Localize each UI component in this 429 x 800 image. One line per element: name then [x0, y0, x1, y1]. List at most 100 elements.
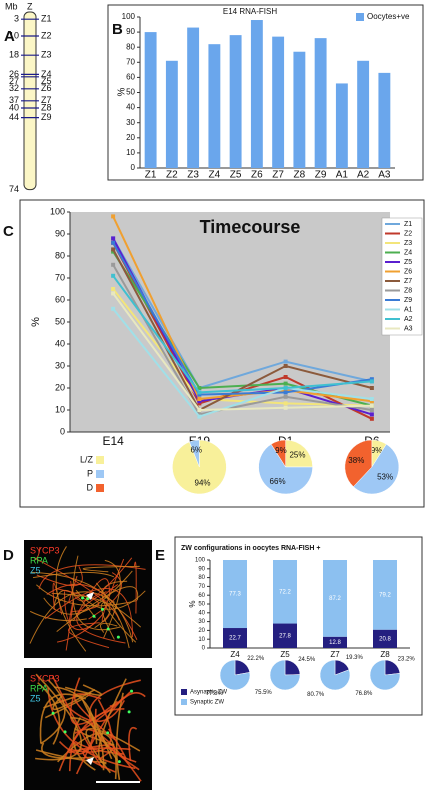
x-tick-label: Z1: [145, 170, 157, 181]
channel-label: RPA: [30, 683, 48, 693]
point-marker: [369, 397, 374, 401]
point-marker: [111, 306, 116, 311]
y-tick-label: 10: [126, 148, 135, 157]
data-label: 76.8%: [355, 691, 373, 697]
line: [112, 288, 372, 407]
legend-label: Z1: [404, 221, 412, 228]
data-label: 19.3%: [346, 655, 364, 661]
chart-title: Timecourse: [200, 217, 301, 237]
panel-letter: E: [155, 547, 165, 564]
y-tick-label: 70: [198, 584, 205, 590]
y-tick-label: 10: [55, 404, 65, 414]
pie-slice: [270, 439, 286, 468]
bar: [229, 35, 242, 169]
focus: [101, 607, 105, 611]
point-marker: [197, 386, 202, 390]
bar-segment: [373, 629, 397, 648]
data-label: 24.5%: [298, 657, 316, 663]
y-tick-label: 50: [55, 316, 65, 326]
pie-slice: [344, 439, 373, 488]
legend-label: Z9: [404, 297, 412, 304]
y-tick-label: 70: [126, 57, 135, 66]
x-tick-label: Z8: [294, 170, 306, 181]
y-tick-label: 90: [55, 228, 65, 238]
bar: [208, 44, 221, 168]
point-marker: [197, 412, 202, 417]
data-label: 12.8: [329, 640, 341, 646]
filament: [40, 679, 66, 745]
legend-swatch: [181, 699, 187, 705]
x-tick-label: Z7: [330, 650, 340, 659]
pie-slice: [285, 439, 313, 468]
x-tick-label: Z5: [280, 650, 290, 659]
y-tick-label: 40: [55, 338, 65, 348]
focus: [106, 731, 110, 735]
locus-label: Z6: [41, 83, 52, 93]
pie-slice: [319, 659, 351, 691]
y-axis-label: %: [117, 87, 128, 96]
data-label: 79.2: [379, 592, 391, 598]
filament: [51, 592, 111, 629]
point-marker: [369, 416, 374, 421]
filament: [68, 622, 110, 649]
y-tick-label: 90: [198, 566, 205, 572]
channel-label: SYCP3: [30, 673, 60, 683]
point-marker: [369, 408, 374, 412]
filament: [76, 591, 126, 644]
data-label: 27.8: [279, 633, 291, 639]
data-label: 87.2: [329, 596, 341, 602]
data-label: 25%: [289, 450, 305, 459]
chart-title: E14 RNA-FISH: [223, 7, 277, 16]
y-tick-label: 100: [122, 12, 136, 21]
line: [112, 308, 373, 418]
panel-b-frame: [107, 4, 424, 181]
y-tick-label: 30: [55, 360, 65, 370]
panel-e-frame: [174, 536, 423, 716]
point-marker: [283, 388, 288, 393]
filament: [107, 728, 127, 760]
point-marker: [283, 381, 288, 386]
point-marker: [111, 273, 116, 278]
y-tick-label: 30: [198, 619, 205, 625]
data-label: 72.2: [279, 589, 291, 595]
point-marker: [111, 291, 116, 296]
x-tick-label: A3: [378, 170, 391, 181]
legend-label: A2: [404, 316, 413, 323]
point-marker: [111, 249, 116, 254]
y-tick-label: 80: [126, 42, 135, 51]
legend-label: Z7: [404, 278, 412, 285]
y-tick-label: 40: [198, 610, 205, 616]
filament: [31, 571, 134, 643]
chromosome-name: Z: [27, 1, 33, 11]
data-label: 77.8%: [206, 691, 224, 697]
legend-label: Z6: [404, 268, 412, 275]
point-marker: [111, 214, 116, 219]
bar: [357, 60, 370, 168]
x-tick-label: E14: [102, 434, 124, 448]
legend-label: Z5: [404, 259, 412, 266]
y-tick-label: 50: [198, 602, 205, 608]
chromosome-length: 74: [9, 184, 19, 194]
legend-label: P: [87, 468, 93, 478]
x-tick-label: Z9: [315, 170, 327, 181]
point-marker: [283, 405, 288, 410]
legend-swatch: [356, 13, 364, 21]
y-tick-label: 40: [126, 103, 135, 112]
line: [112, 275, 372, 394]
filament: [57, 588, 100, 613]
data-label: 80.7%: [307, 692, 325, 698]
point-marker: [283, 375, 288, 379]
point-marker: [369, 386, 374, 390]
locus-label: Z2: [41, 30, 52, 40]
bar: [293, 51, 306, 169]
bar-segment: [273, 623, 297, 648]
channel-label: RPA: [30, 555, 48, 565]
point-marker: [197, 401, 202, 406]
filament: [102, 559, 121, 639]
bar: [187, 27, 200, 168]
legend-label: Asynaptic ZW: [190, 690, 227, 696]
bar-segment: [273, 560, 297, 624]
filament: [58, 708, 97, 755]
locus-label: Z3: [41, 50, 52, 60]
panel-letter: D: [3, 547, 14, 564]
